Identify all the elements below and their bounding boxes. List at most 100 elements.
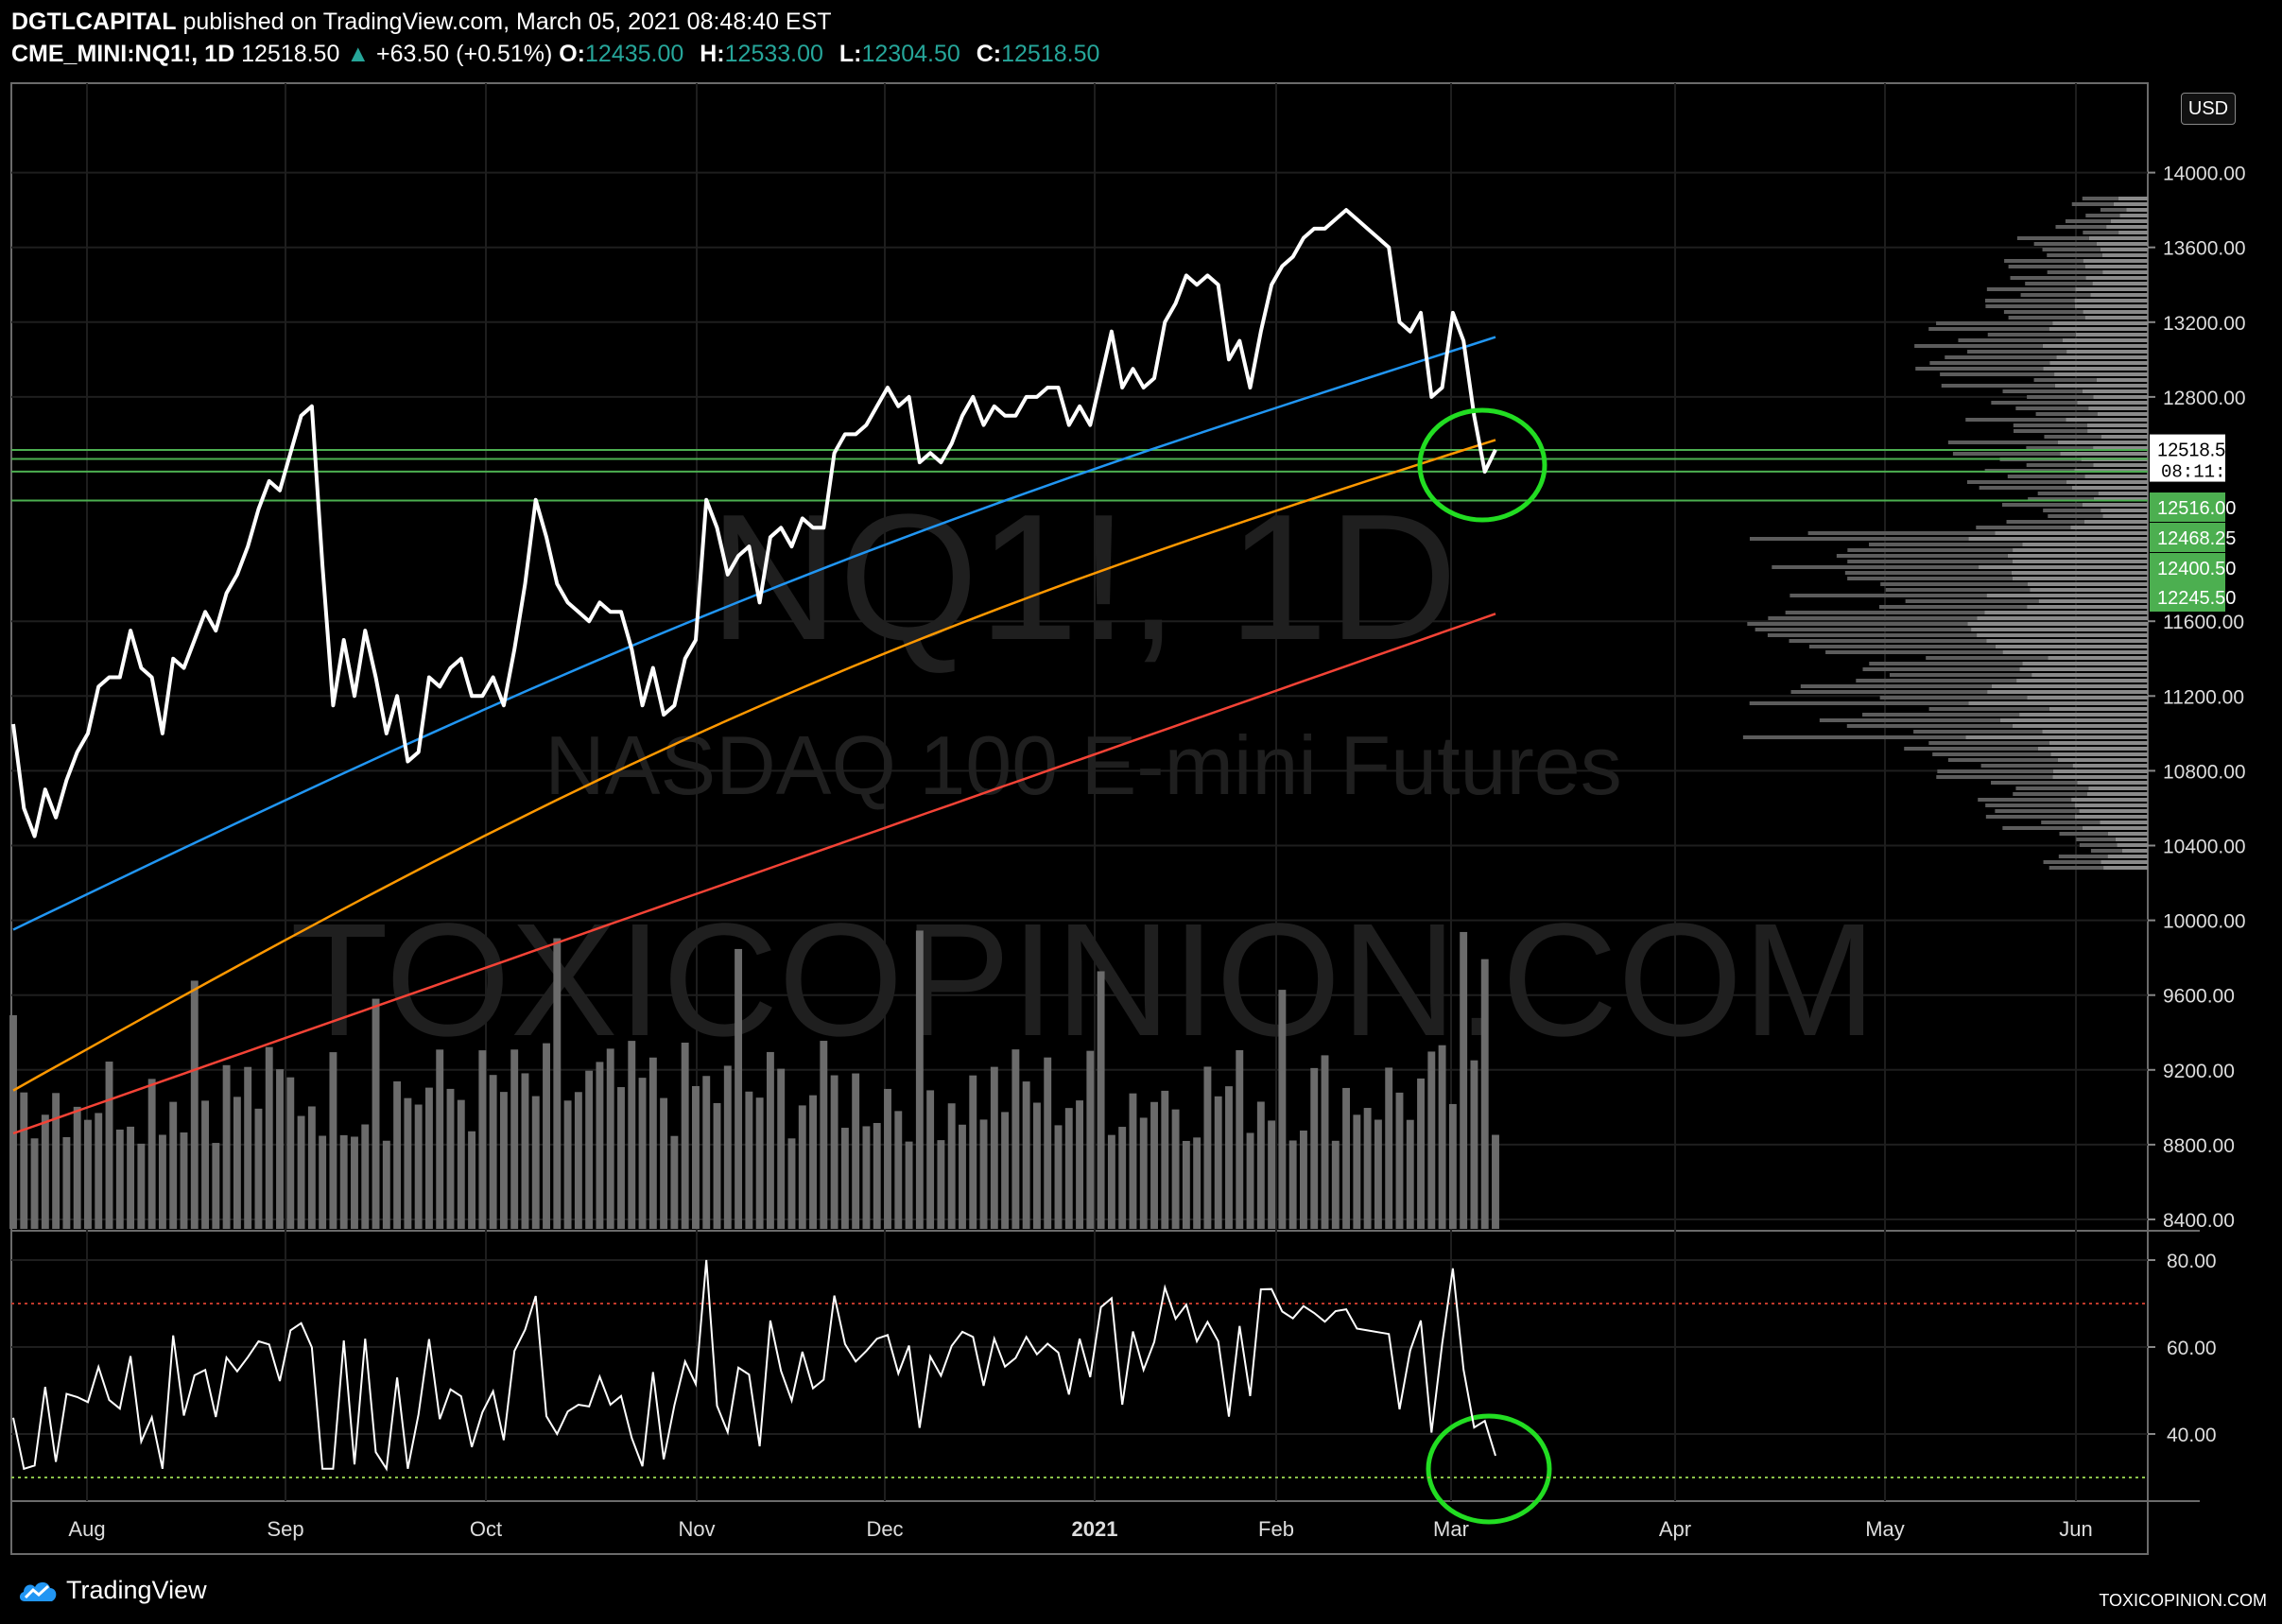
level-price-tag <box>2150 523 2225 552</box>
up-arrow-icon: ▲ <box>346 41 371 67</box>
volume-profile-bar <box>2115 838 2148 841</box>
volume-profile-bar <box>2048 656 2148 660</box>
volume-profile-bar <box>2043 367 2148 371</box>
volume-profile-bar <box>2037 492 2099 495</box>
volume-profile-bar <box>2075 333 2148 337</box>
volume-profile-bar <box>1767 633 1978 637</box>
volume-profile-bar <box>2126 208 2148 212</box>
volume-bar <box>30 1138 39 1229</box>
volume-profile-bar <box>2062 338 2148 342</box>
price-line <box>11 208 1497 838</box>
volume-profile-bar <box>2074 304 2148 308</box>
volume-profile-bar <box>2030 588 2148 592</box>
volume-profile-bar <box>2066 480 2148 484</box>
volume-bar <box>735 948 743 1229</box>
volume-profile-bar <box>1869 543 2023 546</box>
volume-bar <box>1150 1101 1158 1229</box>
volume-profile-bar <box>2054 384 2148 388</box>
volume-bar <box>1225 1086 1233 1229</box>
volume-bar <box>628 1041 636 1229</box>
time-tick-label: Jun <box>2059 1517 2092 1541</box>
volume-bar <box>468 1131 476 1229</box>
volume-bar <box>681 1042 689 1229</box>
volume-profile-bar <box>2079 809 2148 813</box>
volume-bar <box>147 1079 156 1229</box>
volume-bar <box>926 1090 935 1229</box>
volume-profile-bar <box>1952 452 2061 456</box>
volume-profile-bar <box>1790 690 1988 694</box>
volume-bar <box>1001 1112 1010 1229</box>
volume-bar <box>702 1076 711 1229</box>
price-tick-label: 11600.00 <box>2163 612 2244 633</box>
volume-bar <box>1236 1049 1244 1229</box>
volume-bar <box>1011 1049 1020 1229</box>
volume-bar <box>1470 1060 1478 1229</box>
volume-profile-bar <box>2026 463 2094 467</box>
open-label: O: <box>559 41 586 67</box>
volume-profile-bar <box>2015 406 2089 410</box>
site-label[interactable]: TOXICOPINION.COM <box>2099 1591 2267 1610</box>
volume-profile-bar <box>2055 225 2107 229</box>
time-tick-label: Oct <box>470 1517 502 1541</box>
level-price-tag <box>2150 553 2225 582</box>
volume-profile-bar <box>1878 605 2028 609</box>
volume-profile-bar <box>1987 690 2148 694</box>
volume-bar <box>820 1041 828 1229</box>
volume-profile-bar <box>1991 781 2078 785</box>
volume-profile-bar <box>2041 821 2100 824</box>
volume-profile-bar <box>2052 769 2148 773</box>
volume-bar <box>169 1101 178 1229</box>
volume-profile-bar <box>1747 622 1968 626</box>
volume-bar <box>755 1097 764 1229</box>
volume-bar <box>852 1073 860 1229</box>
tradingview-logo[interactable]: TradingView <box>17 1576 207 1605</box>
volume-profile-bar <box>2007 554 2148 558</box>
volume-profile-bar <box>2004 259 2083 263</box>
volume-profile-bar <box>1862 667 2020 671</box>
open-value: 12435.00 <box>585 41 684 67</box>
volume-profile-bar <box>2071 798 2148 802</box>
volume-bar <box>1331 1140 1340 1229</box>
volume-profile-bar <box>2085 276 2148 280</box>
volume-bar <box>1107 1134 1115 1229</box>
volume-profile-bar <box>1914 344 2043 348</box>
volume-bar <box>777 1068 786 1229</box>
volume-profile-bar <box>2049 866 2104 870</box>
volume-profile-bar <box>2052 321 2148 325</box>
price-tick-label: 10800.00 <box>2163 761 2246 783</box>
volume-profile-bar <box>1905 599 2039 603</box>
volume-profile-bar <box>2065 219 2111 223</box>
author-name[interactable]: DGTLCAPITAL <box>11 9 177 35</box>
volume-profile-bar <box>1947 441 2058 444</box>
volume-bar <box>1139 1117 1148 1229</box>
volume-profile-bar <box>2008 265 2085 268</box>
volume-bar <box>543 1043 550 1229</box>
volume-profile-bar <box>2058 855 2108 858</box>
volume-profile-bar <box>1936 321 2053 325</box>
volume-profile-bar <box>2074 815 2148 819</box>
volume-profile-bar <box>2003 310 2083 314</box>
volume-bar <box>1076 1100 1084 1229</box>
volume-bar <box>393 1080 402 1229</box>
close-label: C: <box>976 41 1002 67</box>
currency-badge[interactable]: USD <box>2181 93 2236 125</box>
volume-profile-bar <box>1800 684 1992 688</box>
volume-bar <box>1246 1132 1254 1229</box>
volume-profile-bar <box>2096 378 2148 382</box>
volume-bar <box>212 1143 220 1229</box>
volume-profile-bar <box>1879 696 2028 700</box>
volume-bar <box>1448 1103 1457 1229</box>
volume-profile-bar <box>2042 730 2148 734</box>
brand-name: TradingView <box>66 1576 207 1604</box>
last-price-tag <box>2150 434 2225 482</box>
volume-profile-bar <box>2049 327 2148 331</box>
volume-profile-bar <box>2056 355 2148 359</box>
volume-profile-bar <box>1958 338 2063 342</box>
volume-profile-bar <box>2015 786 2089 790</box>
volume-profile-bar <box>2019 667 2148 671</box>
symbol-label[interactable]: CME_MINI:NQ1!, 1D <box>11 41 235 67</box>
volume-profile-bar <box>1862 713 2020 717</box>
last-price-label: 12518.50 <box>2157 441 2236 461</box>
level-price-label: 12400.50 <box>2157 559 2236 579</box>
